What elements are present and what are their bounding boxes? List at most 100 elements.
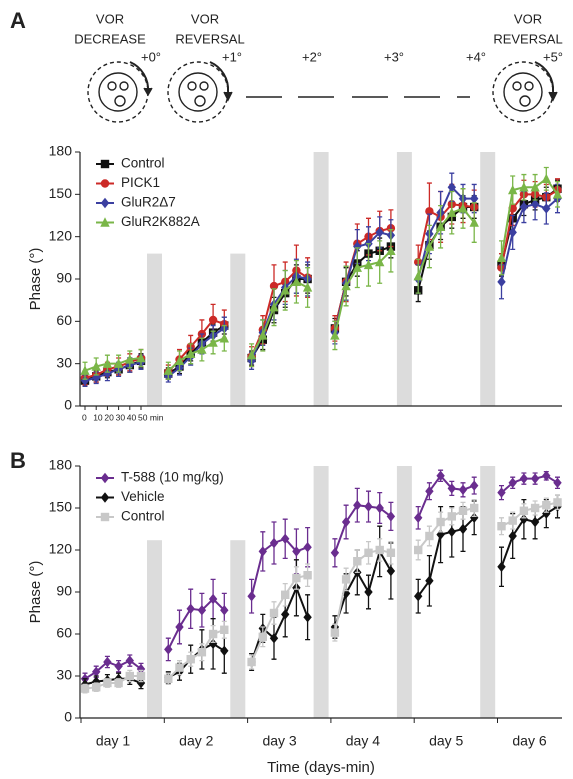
data-point	[208, 315, 218, 325]
data-point	[247, 657, 256, 667]
data-point	[92, 666, 101, 677]
data-point	[353, 241, 362, 252]
legend-label: GluR2K882A	[121, 214, 200, 229]
schematic-label: +0°	[141, 49, 161, 64]
washout-bar	[230, 540, 246, 718]
data-point	[425, 486, 434, 497]
data-point	[530, 199, 540, 210]
data-point	[435, 221, 446, 231]
legend-marker	[100, 512, 110, 522]
data-point	[303, 542, 312, 553]
data-point	[136, 671, 146, 681]
data-point	[302, 282, 313, 292]
data-point	[542, 470, 551, 481]
data-point	[519, 473, 529, 484]
data-point	[281, 609, 290, 620]
data-point	[303, 571, 312, 580]
y-axis-title: Phase (°)	[27, 561, 44, 624]
data-point	[281, 533, 290, 544]
y-tick-label: 90	[56, 583, 72, 599]
data-point	[414, 591, 423, 602]
data-point	[186, 603, 195, 614]
washout-bar	[313, 466, 329, 718]
data-point	[425, 531, 434, 541]
legend-label: Control	[121, 509, 165, 524]
schematic-label: +1°	[222, 49, 242, 64]
data-point	[530, 182, 540, 192]
data-point	[553, 477, 562, 488]
data-point	[436, 517, 445, 527]
data-point	[330, 330, 340, 340]
data-point	[164, 644, 173, 655]
data-point	[508, 227, 517, 238]
data-point	[269, 537, 279, 549]
data-point	[364, 586, 373, 598]
washout-bar	[396, 466, 412, 718]
schematic-label: VOR	[191, 11, 219, 26]
data-point	[125, 354, 135, 364]
data-point	[375, 227, 384, 238]
data-point	[386, 565, 396, 577]
data-point	[447, 182, 456, 193]
x-tick-label: day 4	[346, 733, 380, 749]
data-point	[375, 502, 384, 514]
data-point	[197, 344, 207, 354]
data-point	[186, 655, 195, 664]
series-line	[250, 278, 308, 359]
data-point	[103, 368, 112, 379]
x-tick-label: 20	[104, 412, 114, 422]
data-point	[542, 508, 551, 519]
series-line	[333, 548, 392, 628]
schematic-label: VOR	[514, 11, 542, 26]
data-point	[519, 182, 529, 192]
data-point	[447, 483, 456, 494]
data-point	[530, 503, 540, 513]
legend-label: PICK1	[121, 175, 160, 190]
data-point	[103, 656, 112, 668]
data-point	[258, 632, 267, 641]
data-point	[447, 207, 457, 217]
washout-bar	[313, 152, 329, 406]
data-point	[125, 655, 134, 666]
data-point	[220, 605, 229, 616]
data-point	[353, 500, 362, 511]
data-point	[508, 530, 517, 542]
x-tick-label: day 2	[179, 733, 213, 749]
data-point	[497, 561, 506, 572]
data-point	[375, 545, 384, 555]
x-tick-label: day 1	[96, 733, 130, 749]
series-line	[250, 275, 308, 362]
data-point	[208, 638, 218, 649]
data-point	[496, 252, 507, 263]
x-tick-label: day 3	[262, 733, 296, 749]
data-point	[436, 470, 445, 481]
data-point	[247, 591, 256, 602]
data-point	[197, 648, 207, 657]
data-point	[552, 189, 563, 199]
legend-label: Control	[121, 156, 165, 171]
data-point	[353, 557, 362, 566]
data-point	[220, 625, 229, 634]
data-point	[136, 677, 146, 689]
data-point	[136, 352, 146, 363]
y-axis-title: Phase (°)	[27, 248, 44, 311]
data-point	[341, 575, 351, 584]
schematic-label: +4°	[466, 49, 486, 64]
data-point	[80, 365, 90, 375]
data-point	[542, 501, 551, 510]
data-point	[414, 545, 423, 555]
data-point	[497, 487, 506, 498]
data-point	[269, 608, 279, 618]
data-point	[470, 512, 479, 523]
legend-marker	[100, 159, 110, 169]
y-tick-label: 60	[56, 625, 72, 641]
x-tick-label: day 6	[512, 733, 546, 749]
legend-marker	[100, 179, 110, 188]
washout-bar	[147, 253, 162, 406]
data-point	[519, 201, 529, 213]
data-point	[363, 259, 374, 270]
data-point	[458, 484, 468, 495]
data-point	[186, 348, 196, 358]
data-point	[292, 546, 301, 557]
data-point	[258, 546, 267, 557]
